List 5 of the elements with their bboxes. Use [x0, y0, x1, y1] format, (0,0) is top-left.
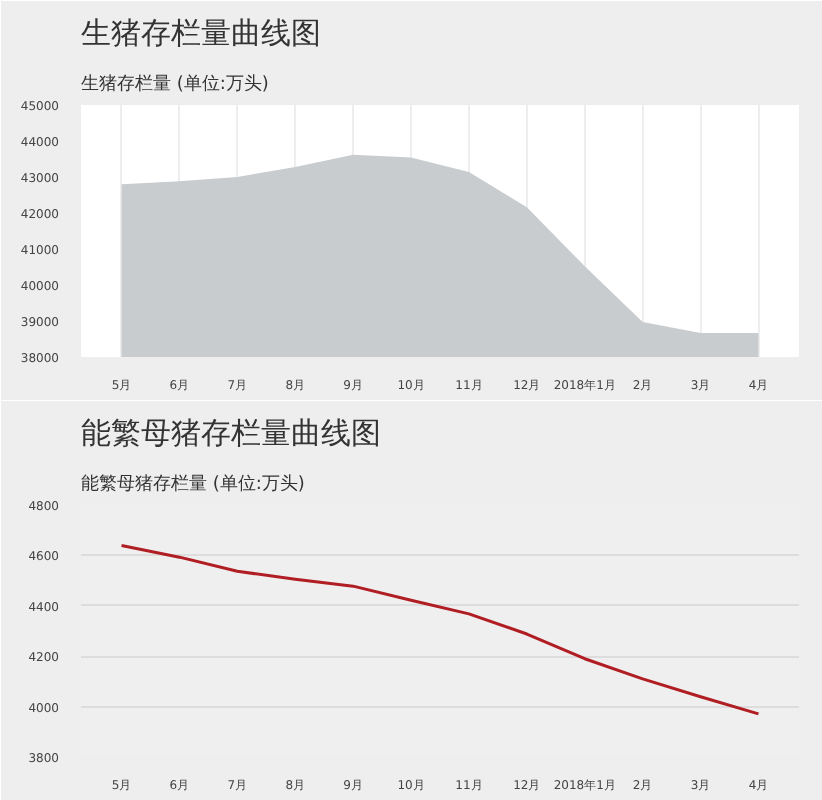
chart-subtitle: 能繁母猪存栏量 (单位:万头)	[81, 473, 305, 495]
chart-title: 能繁母猪存栏量曲线图	[81, 415, 381, 451]
chart-title: 生猪存栏量曲线图	[81, 15, 321, 51]
line-series	[120, 544, 760, 716]
chart-subtitle: 生猪存栏量 (单位:万头)	[81, 73, 269, 95]
